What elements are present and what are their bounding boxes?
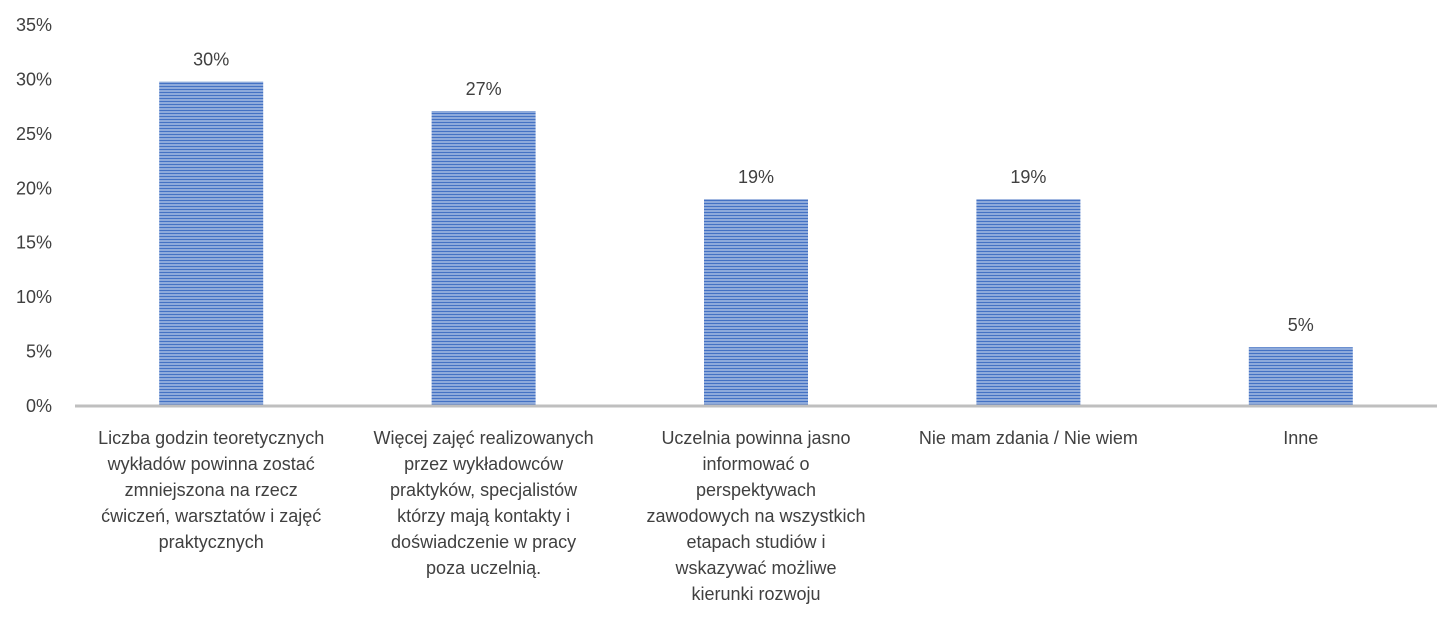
bar	[1248, 347, 1353, 406]
y-tick-label: 5%	[26, 342, 52, 362]
category-label-line: praktyków, specjalistów	[390, 480, 578, 500]
category-label-line: ćwiczeń, warsztatów i zajęć	[101, 506, 321, 526]
category-label-line: informować o	[702, 454, 809, 474]
bar	[976, 199, 1081, 406]
category-label-line: Więcej zajęć realizowanych	[374, 428, 594, 448]
category-label-line: którzy mają kontakty i	[397, 506, 570, 526]
category-label: Uczelnia powinna jasno informować o perspe…	[646, 428, 865, 604]
category-label: Liczba godzin teoretycznych wykładów powi…	[98, 428, 324, 552]
category-label-line: Liczba godzin teoretycznych	[98, 428, 324, 448]
bar	[704, 199, 808, 406]
y-axis-ticks: 0% 5% 10% 15% 20% 25% 30% 35%	[16, 15, 52, 416]
bar-value-label: 27%	[466, 79, 502, 99]
category-label-line: wykładów powinna zostać	[107, 454, 315, 474]
bar-value-label: 19%	[738, 167, 774, 187]
y-tick-label: 25%	[16, 124, 52, 144]
bar	[431, 110, 536, 407]
y-tick-label: 20%	[16, 178, 52, 198]
category-label-line: doświadczenie w pracy	[391, 532, 576, 552]
category-labels: Liczba godzin teoretycznych wykładów powi…	[98, 428, 1318, 604]
category-label: Więcej zajęć realizowanych przez wykładow…	[374, 428, 594, 578]
category-label: Nie mam zdania / Nie wiem	[919, 428, 1138, 448]
category-label: Inne	[1283, 428, 1318, 448]
category-label-line: Uczelnia powinna jasno	[661, 428, 850, 448]
bar-value-label: 19%	[1010, 167, 1046, 187]
data-labels: 30% 27% 19% 19% 5%	[193, 50, 1314, 336]
category-label-line: wskazywać możliwe	[674, 558, 836, 578]
bar	[159, 81, 264, 406]
category-label-line: perspektywach	[696, 480, 816, 500]
category-label-line: przez wykładowców	[404, 454, 564, 474]
category-label-line: zmniejszona na rzecz	[125, 480, 298, 500]
y-tick-label: 10%	[16, 287, 52, 307]
category-label-line: kierunki rozwoju	[691, 584, 820, 604]
y-tick-label: 35%	[16, 15, 52, 35]
category-label-line: etapach studiów i	[686, 532, 825, 552]
category-label-line: Nie mam zdania / Nie wiem	[919, 428, 1138, 448]
y-tick-label: 0%	[26, 396, 52, 416]
category-label-line: poza uczelnią.	[426, 558, 541, 578]
category-label-line: praktycznych	[159, 532, 264, 552]
y-tick-label: 15%	[16, 233, 52, 253]
category-label-line: zawodowych na wszystkich	[646, 506, 865, 526]
y-tick-label: 30%	[16, 69, 52, 89]
category-label-line: Inne	[1283, 428, 1318, 448]
bars	[159, 81, 1353, 407]
bar-value-label: 5%	[1288, 315, 1314, 335]
bar-value-label: 30%	[193, 50, 229, 70]
